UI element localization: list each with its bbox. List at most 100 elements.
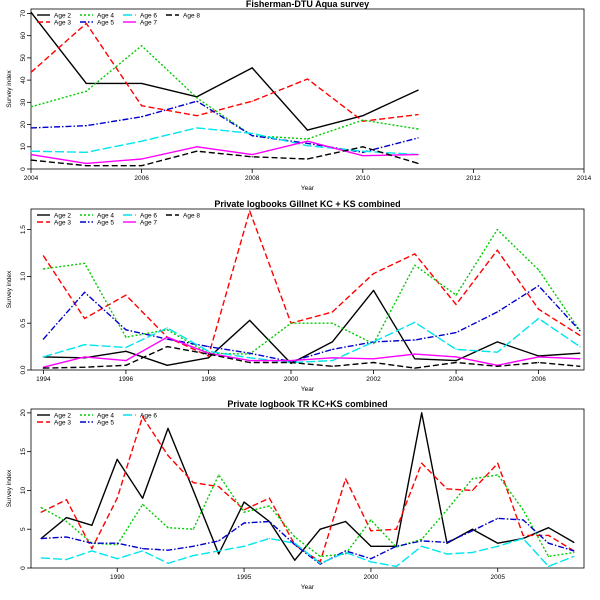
data-point — [65, 536, 68, 538]
chart-title: Private logbook TR KC+KS combined — [227, 399, 387, 409]
data-point — [471, 551, 473, 554]
y-tick-label: 40 — [20, 76, 27, 84]
data-point — [125, 346, 127, 349]
data-point — [417, 113, 419, 116]
data-point — [344, 478, 347, 480]
data-point — [116, 497, 118, 499]
data-point — [421, 538, 423, 540]
data-point — [249, 360, 251, 362]
x-axis-label: Year — [301, 386, 315, 393]
data-point — [417, 162, 419, 165]
data-point — [306, 138, 309, 140]
legend-label: Age 3 — [54, 419, 71, 426]
data-point — [290, 361, 292, 364]
y-axis-label: Survey index — [6, 69, 13, 107]
data-point — [166, 329, 168, 331]
data-point — [446, 541, 448, 544]
data-point — [166, 345, 168, 348]
x-tick-label: 2012 — [466, 175, 481, 182]
data-point — [414, 321, 416, 323]
data-point — [344, 553, 347, 555]
data-point — [417, 89, 419, 91]
data-point — [290, 360, 292, 362]
data-point — [414, 339, 416, 341]
y-tick-label: 1.0 — [20, 271, 27, 280]
legend-label: Age 6 — [140, 212, 157, 219]
legend-label: Age 5 — [97, 419, 114, 426]
data-point — [268, 520, 271, 523]
data-point — [192, 528, 194, 530]
data-point — [207, 350, 210, 352]
data-point — [496, 341, 498, 343]
data-point — [218, 485, 220, 488]
series-line-age-3 — [40, 416, 575, 563]
data-point — [319, 561, 321, 563]
data-point — [42, 255, 44, 257]
x-tick-label: 2010 — [356, 175, 371, 182]
series-line-age-2 — [30, 11, 419, 131]
data-point — [42, 356, 44, 358]
data-point — [294, 559, 296, 561]
data-point — [167, 454, 169, 457]
data-point — [455, 356, 457, 358]
data-point — [30, 159, 32, 161]
data-point — [85, 90, 87, 92]
data-point — [372, 341, 375, 343]
series-line-age-6 — [41, 537, 575, 568]
plot-frame — [30, 208, 585, 371]
y-tick-label: 0.5 — [20, 318, 27, 327]
data-point — [538, 308, 540, 310]
series-line-age-5 — [41, 517, 575, 565]
data-point — [497, 545, 499, 547]
data-point — [496, 311, 498, 313]
legend-label: Age 5 — [97, 19, 114, 26]
data-point — [446, 509, 448, 511]
data-point — [496, 351, 498, 353]
data-point — [65, 516, 68, 519]
data-point — [573, 550, 575, 552]
data-point — [207, 355, 210, 357]
data-point — [362, 146, 364, 148]
data-point — [395, 565, 397, 568]
data-point — [166, 364, 168, 366]
data-point — [192, 554, 194, 557]
series-line-age-8 — [30, 146, 419, 167]
data-point — [344, 550, 347, 552]
data-point — [362, 115, 364, 117]
data-point — [207, 353, 210, 355]
data-point — [522, 534, 524, 537]
data-point — [538, 356, 540, 358]
y-tick-label: 30 — [20, 98, 27, 106]
data-point — [395, 545, 397, 547]
data-point — [306, 140, 309, 142]
data-point — [249, 357, 251, 359]
x-axis-label: Year — [301, 584, 315, 591]
data-point — [547, 534, 550, 537]
data-point — [196, 146, 198, 148]
data-point — [306, 158, 309, 160]
data-point — [496, 365, 498, 367]
data-point — [91, 524, 93, 526]
data-point — [125, 294, 127, 296]
data-point — [196, 127, 198, 129]
data-point — [268, 505, 271, 507]
data-point — [125, 350, 127, 352]
data-point — [294, 536, 296, 538]
series-line-age-5 — [42, 285, 581, 363]
data-point — [331, 311, 333, 313]
data-point — [455, 303, 457, 306]
legend-label: Age 4 — [97, 412, 114, 419]
data-point — [218, 553, 220, 555]
data-point — [141, 140, 143, 142]
data-point — [30, 150, 32, 152]
data-point — [455, 361, 457, 364]
series-points-age-7 — [30, 140, 419, 165]
data-point — [522, 537, 524, 540]
data-point — [414, 358, 416, 360]
data-point — [538, 361, 540, 364]
data-point — [306, 78, 309, 80]
data-point — [455, 360, 457, 362]
series-points-age-3 — [30, 22, 419, 122]
series-line-age-2 — [40, 412, 575, 561]
x-tick-label: 2008 — [245, 175, 260, 182]
